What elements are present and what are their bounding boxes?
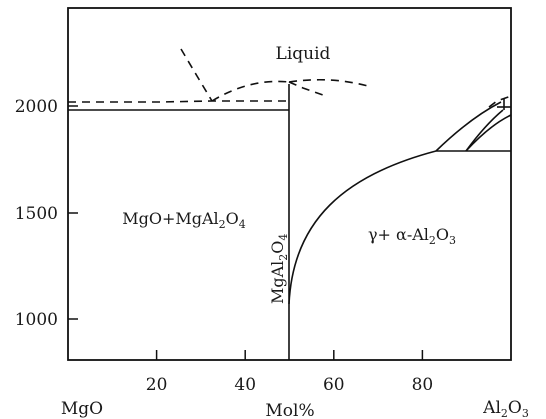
y-tick-label: 1000 (15, 310, 58, 330)
right-curve-3 (465, 114, 512, 152)
y-tick-marks (68, 105, 78, 320)
x-tick-marks (155, 350, 424, 360)
left-component-label: MgO (61, 399, 103, 419)
x-tick-label: 80 (412, 375, 434, 395)
liquidus-dashed-arc (211, 80, 290, 102)
y-tick-label: 2000 (15, 97, 58, 117)
spinel-vertical-label: MgAl2O4 (268, 234, 290, 304)
gamma-alpha-label: γ+ α-Al2O3 (368, 225, 456, 247)
right-component-label: Al2O3 (482, 398, 529, 419)
right-dashed-top (488, 95, 512, 108)
solvus-curve (288, 150, 437, 305)
x-axis-label: Mol% (265, 401, 314, 419)
liquid-label: Liquid (276, 44, 331, 64)
liquidus-dashed-left (68, 100, 289, 103)
y-tick-label: 1500 (15, 204, 58, 224)
right-curve-1 (435, 101, 502, 152)
x-tick-label: 40 (234, 375, 256, 395)
liquidus-dashed-short (288, 81, 324, 96)
mgo-spinel-label: MgO+MgAl2O4 (122, 209, 246, 231)
x-tick-label: 60 (323, 375, 345, 395)
liquidus-dashed-mgo (180, 48, 213, 102)
liquidus-dashed-right (288, 78, 369, 87)
x-tick-label: 20 (146, 375, 168, 395)
